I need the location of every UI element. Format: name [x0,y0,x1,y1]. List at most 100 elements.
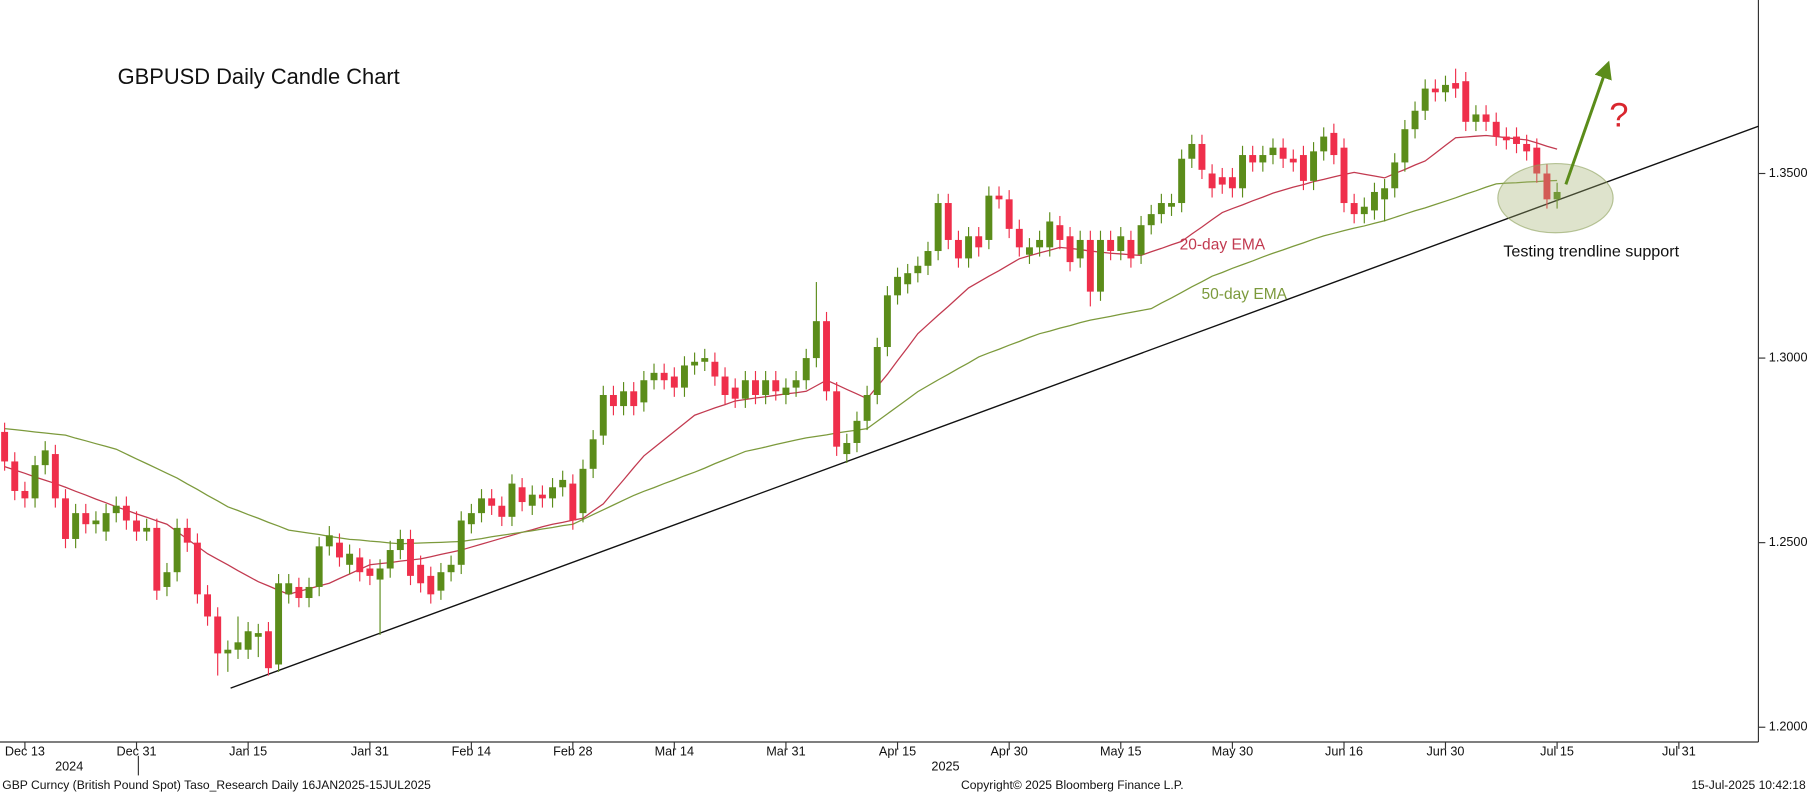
candle-body [762,380,770,395]
x-tick-label: Dec 31 [116,745,156,759]
candle-body [31,465,39,499]
candle-body [1056,225,1064,240]
candle-body [1543,173,1551,200]
candle-body [1218,177,1226,185]
candle-body [1015,228,1023,248]
candle-body [1381,188,1389,200]
candle-body [366,568,374,576]
candle-body [792,380,800,388]
candle-body [1249,155,1257,163]
candle-body [630,391,638,407]
candle-body [183,527,191,543]
candle-body [1320,136,1328,152]
candle-body [1289,158,1297,163]
up-arrow [1564,60,1612,185]
y-tick-label: 1.3000 [1769,350,1808,364]
candle-body [812,321,820,359]
highlight-ellipse [1497,163,1614,234]
candle-body [153,527,161,591]
x-tick-label: Apr 15 [879,745,916,759]
candle-body [609,394,617,407]
candle-body [1553,191,1561,200]
candle-body [569,483,577,521]
candle-body [863,394,871,421]
candle-body [1046,221,1054,248]
candle-body [894,276,902,296]
x-tick-label: Dec 13 [5,745,45,759]
candle-body [1310,151,1318,181]
y-tick-label: 1.2000 [1769,720,1808,734]
candle-body [478,498,485,514]
candle-body [437,572,445,591]
candle-body [1462,81,1470,122]
candle-body [883,295,891,348]
candle-body [62,498,69,539]
candle-body [122,505,130,521]
candle-body [670,376,678,388]
x-tick-label: Jan 31 [351,745,389,759]
x-tick-label: May 15 [1100,745,1142,759]
candle-body [1330,132,1338,156]
trendline [230,125,1759,689]
candle-body [1137,225,1145,255]
candle-body [802,358,810,381]
x-tick-label: Jan 15 [229,745,267,759]
candle-body [41,450,49,466]
candle-body [1411,110,1419,130]
candle-body [873,347,881,395]
candle-body [965,236,973,259]
candle-body [396,538,404,551]
candle-body [1147,214,1155,226]
candle-body [285,583,293,595]
candle-body [589,439,597,469]
candle-body [579,468,587,514]
ema-line [4,134,1558,595]
candle-body [538,494,546,499]
candle-body [1168,203,1175,207]
candle-body [498,505,506,517]
candle-body [904,273,912,285]
y-tick-label: 1.3500 [1769,166,1808,180]
candle-body [650,372,658,381]
candle-body [924,251,932,266]
candle-body [934,203,942,252]
candle-body [1340,147,1348,204]
candle-body [1228,177,1236,189]
x-tick-label: Apr 30 [991,745,1028,759]
candle-body [1482,114,1490,122]
candle-body [11,461,19,491]
candle-body [407,538,414,576]
candle-body [1279,147,1287,159]
candle-body [264,631,272,669]
candle-body [234,642,242,650]
candle-body [1208,173,1216,189]
candle-body [295,586,303,599]
candle-body [1086,239,1094,292]
candle-body [133,520,140,532]
candle-body [1198,143,1206,170]
y-tick-label: 1.2500 [1769,535,1808,549]
candle-body [1401,129,1409,163]
candle-body [346,553,354,565]
candle-body [336,542,343,558]
candle-body [21,490,29,499]
candle-body [741,380,749,399]
candle-body [173,527,181,573]
candle-body [447,564,455,573]
candle-body [1025,247,1033,255]
x-tick-label: May 30 [1212,745,1254,759]
candle-body [1442,84,1449,93]
x-tick-label: Jun 16 [1325,745,1363,759]
candle-body [1492,121,1500,137]
candle-body [1421,88,1429,111]
candle-body [214,616,222,654]
candle-body [721,376,729,395]
candle-body [528,494,536,506]
candle-body [853,420,861,443]
footer-left: GBP Curncy (British Pound Spot) Taso_Res… [2,778,431,792]
candle-body [1350,203,1358,215]
candle-body [82,513,90,525]
candle-body [1127,239,1135,259]
candle-body [680,365,688,388]
support-annotation: Testing trendline support [1503,243,1679,261]
